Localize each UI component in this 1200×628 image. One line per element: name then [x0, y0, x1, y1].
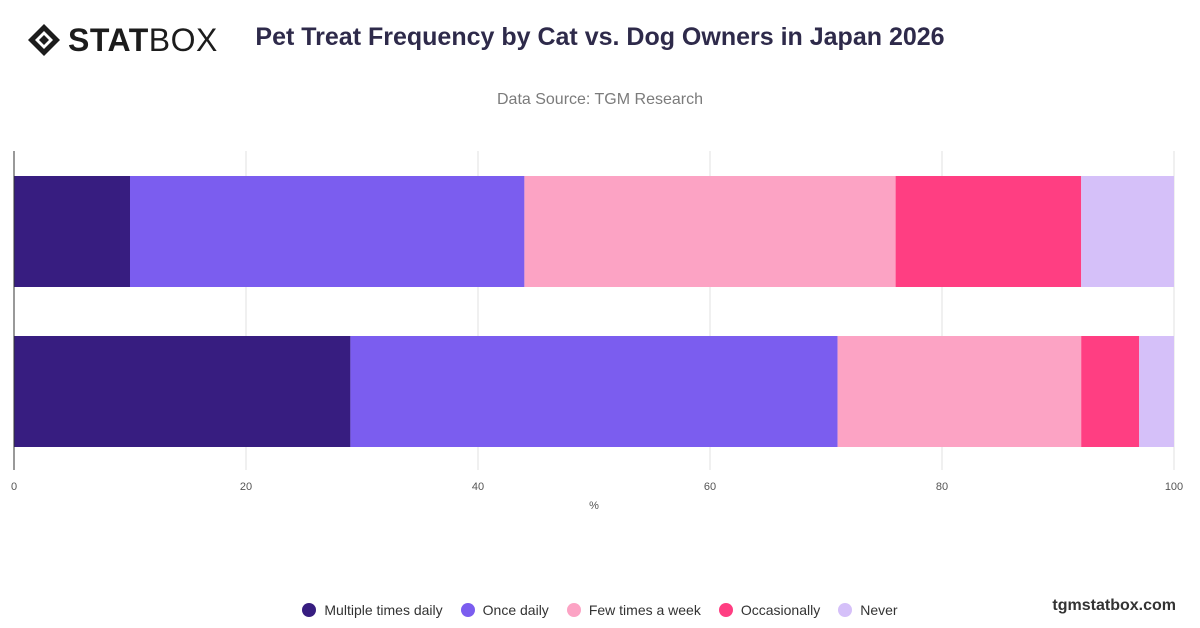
bar-2-once-daily: [350, 336, 838, 447]
x-tick-label-60: 60: [704, 481, 716, 493]
logo-diamond-icon: [28, 24, 60, 56]
legend-label: Once daily: [482, 602, 549, 618]
legend-item[interactable]: Never: [838, 602, 898, 618]
legend-label: Never: [860, 602, 898, 618]
x-axis-label: %: [589, 500, 599, 512]
legend-item[interactable]: Once daily: [460, 602, 549, 618]
bar-1-once-daily: [130, 176, 525, 287]
legend-label: Multiple times daily: [324, 602, 443, 618]
legend-item[interactable]: Occasionally: [718, 602, 821, 618]
bar-1-occasionally: [895, 176, 1082, 287]
bar-2-multiple-times-daily: [14, 336, 351, 447]
bar-1-multiple-times-daily: [14, 176, 130, 287]
legend-swatch: [566, 603, 581, 617]
logo-wordmark: STATBOX: [68, 22, 218, 58]
x-tick-label-20: 20: [240, 481, 252, 493]
bar-2-few-times-a-week: [837, 336, 1082, 447]
logo-text-light: BOX: [148, 22, 218, 58]
statbox-logo: STATBOX: [26, 22, 218, 58]
legend-item[interactable]: Multiple times daily: [302, 602, 443, 618]
chart-title: Pet Treat Frequency by Cat vs. Dog Owner…: [255, 23, 945, 51]
x-tick-label-100: 100: [1165, 481, 1183, 493]
bar-2-never: [1139, 336, 1174, 447]
chart-legend: Multiple times daily Once daily Few times …: [0, 602, 1200, 618]
legend-swatch: [838, 603, 853, 617]
legend-item[interactable]: Few times a week: [566, 602, 701, 618]
legend-swatch: [302, 603, 317, 617]
x-tick-label-40: 40: [472, 481, 484, 493]
legend-label: Occasionally: [740, 602, 821, 618]
legend-swatch: [460, 603, 475, 617]
legend-label: Few times a week: [588, 602, 701, 618]
bar-2-occasionally: [1081, 336, 1140, 447]
x-tick-label-80: 80: [936, 481, 948, 493]
bar-1-few-times-a-week: [524, 176, 896, 287]
logo-text-bold: STAT: [68, 22, 149, 58]
chart-subtitle: Data Source: TGM Research: [496, 91, 703, 108]
x-tick-label-0: 0: [11, 481, 17, 493]
bar-1-never: [1081, 176, 1174, 287]
brand-url[interactable]: tgmstatbox.com: [1052, 597, 1176, 614]
legend-swatch: [718, 603, 733, 617]
